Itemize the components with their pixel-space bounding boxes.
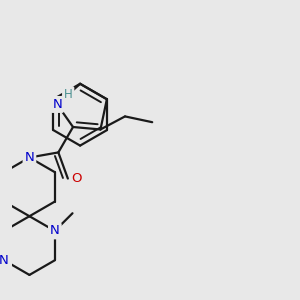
Text: N: N: [50, 224, 60, 237]
Text: O: O: [71, 172, 82, 185]
Text: N: N: [0, 254, 9, 267]
Text: H: H: [64, 88, 73, 101]
Text: N: N: [52, 98, 62, 111]
Text: N: N: [25, 151, 34, 164]
